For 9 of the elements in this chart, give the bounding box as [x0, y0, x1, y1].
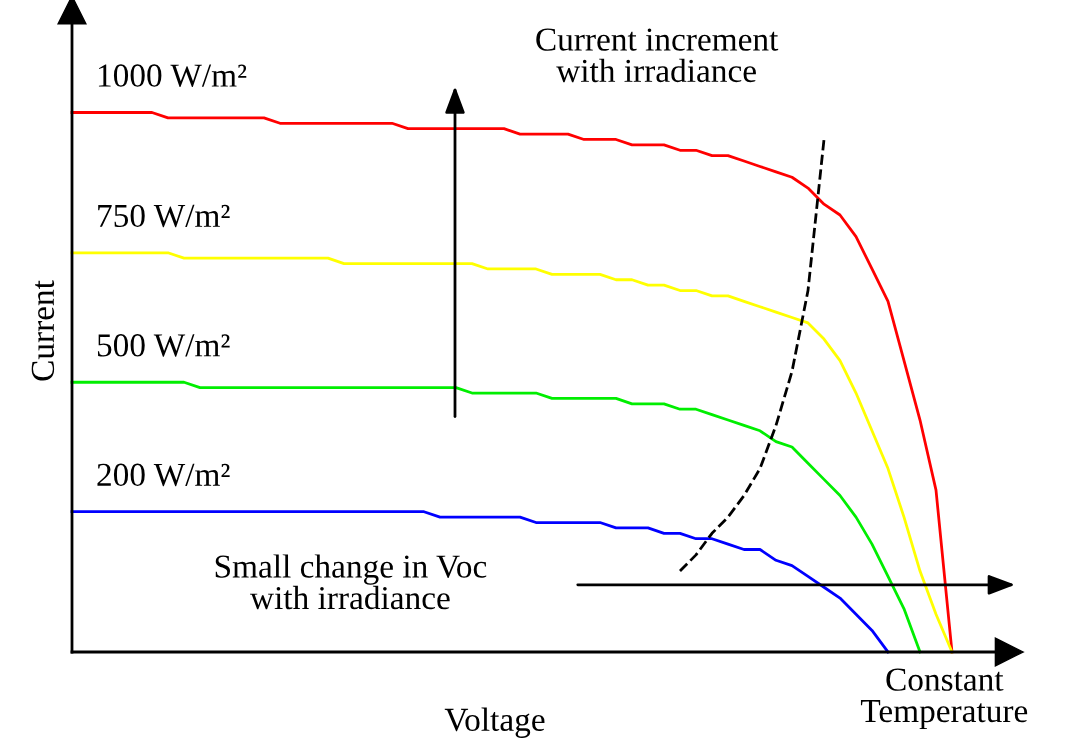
series-label: 750 W/m² [98, 204, 230, 228]
series-label: 1000 W/m² [98, 64, 247, 88]
y-axis-title: Current [31, 280, 55, 381]
annotation: Small change in Voc with irradiance [215, 554, 487, 610]
series-label: 500 W/m² [97, 334, 230, 357]
text: Current increment with irradiance [536, 28, 779, 83]
series-label: 200 W/m² [97, 463, 230, 487]
x-axis-title: Voltage [444, 707, 545, 738]
text: Constant Temperature [860, 668, 1028, 730]
